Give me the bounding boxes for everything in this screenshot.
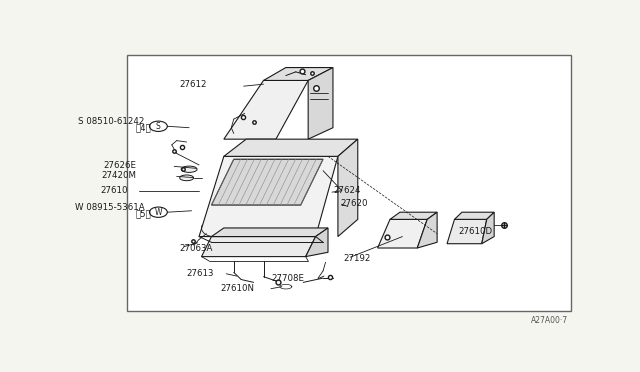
- Polygon shape: [390, 212, 437, 219]
- Text: 27192: 27192: [343, 254, 371, 263]
- Text: 27626E: 27626E: [104, 161, 136, 170]
- Text: S 08510-61242: S 08510-61242: [78, 117, 145, 126]
- Text: 27063A: 27063A: [179, 244, 212, 253]
- Text: 27610D: 27610D: [458, 227, 492, 236]
- Circle shape: [150, 121, 167, 131]
- Text: 27624: 27624: [333, 186, 360, 195]
- Polygon shape: [308, 68, 333, 139]
- Ellipse shape: [181, 166, 197, 172]
- Text: 27610N: 27610N: [221, 284, 255, 293]
- Polygon shape: [338, 139, 358, 237]
- Text: W 08915-5361A: W 08915-5361A: [75, 203, 145, 212]
- Polygon shape: [306, 228, 328, 257]
- Polygon shape: [224, 80, 308, 139]
- Polygon shape: [199, 156, 338, 237]
- Text: 27420M: 27420M: [102, 171, 136, 180]
- Text: （4）: （4）: [135, 123, 151, 132]
- Text: A27A00·7: A27A00·7: [531, 316, 568, 325]
- Text: 27613: 27613: [186, 269, 214, 278]
- Polygon shape: [264, 68, 333, 80]
- Polygon shape: [211, 159, 323, 205]
- Polygon shape: [447, 219, 486, 244]
- Text: 27620: 27620: [340, 199, 368, 208]
- Text: W: W: [155, 208, 162, 217]
- Text: S: S: [156, 122, 161, 131]
- Bar: [127, 55, 571, 311]
- Polygon shape: [378, 219, 428, 248]
- Polygon shape: [224, 139, 358, 156]
- Text: （5）: （5）: [135, 209, 151, 218]
- Text: 27610: 27610: [101, 186, 129, 195]
- Text: 27612: 27612: [179, 80, 207, 89]
- Ellipse shape: [180, 175, 193, 181]
- Polygon shape: [211, 228, 328, 237]
- Polygon shape: [202, 237, 316, 257]
- Circle shape: [150, 207, 167, 217]
- Polygon shape: [417, 212, 437, 248]
- Polygon shape: [454, 212, 494, 219]
- Polygon shape: [482, 212, 494, 244]
- Text: 27708E: 27708E: [271, 274, 304, 283]
